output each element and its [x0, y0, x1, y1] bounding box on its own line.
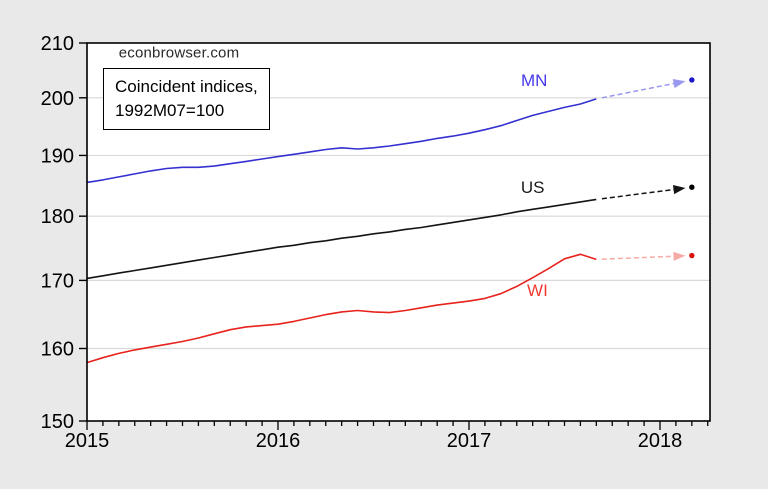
x-tick-label-2015: 2015	[65, 430, 110, 452]
series-label-wi: WI	[527, 281, 548, 300]
forecast-dot-wi	[689, 252, 695, 259]
forecast-dot-us	[689, 184, 695, 190]
y-tick-label-200: 200	[41, 88, 74, 110]
series-line-mn	[86, 98, 597, 184]
y-tick-label-190: 190	[41, 145, 74, 167]
watermark: econbrowser.com	[118, 44, 240, 62]
forecast-arrowhead-us	[672, 184, 686, 195]
forecast-arrowhead-wi	[673, 251, 686, 261]
annotation-box: Coincident indices, 1992M07=100	[103, 68, 270, 130]
series-line-us	[86, 198, 597, 280]
forecast-dash-mn	[601, 82, 677, 99]
annotation-line2: 1992M07=100	[115, 101, 225, 120]
y-tick-label-210: 210	[41, 33, 74, 55]
forecast-arrowhead-mn	[672, 79, 686, 89]
forecast-dash-us	[601, 188, 677, 200]
annotation-line1: Coincident indices,	[115, 77, 258, 96]
series-label-mn: MN	[521, 71, 548, 91]
y-tick-label-160: 160	[41, 338, 74, 360]
y-tick-label-180: 180	[41, 206, 74, 228]
plot-frame	[86, 42, 711, 422]
series-label-us: US	[520, 177, 545, 197]
x-tick-label-2016: 2016	[256, 430, 301, 452]
y-tick-label-150: 150	[41, 411, 74, 433]
series-line-wi	[86, 253, 597, 364]
y-tick-label-170: 170	[41, 270, 74, 292]
forecast-dash-wi	[601, 255, 676, 260]
x-tick-label-2017: 2017	[447, 430, 492, 452]
x-tick-label-2018: 2018	[638, 430, 683, 452]
forecast-dot-mn	[689, 77, 695, 83]
